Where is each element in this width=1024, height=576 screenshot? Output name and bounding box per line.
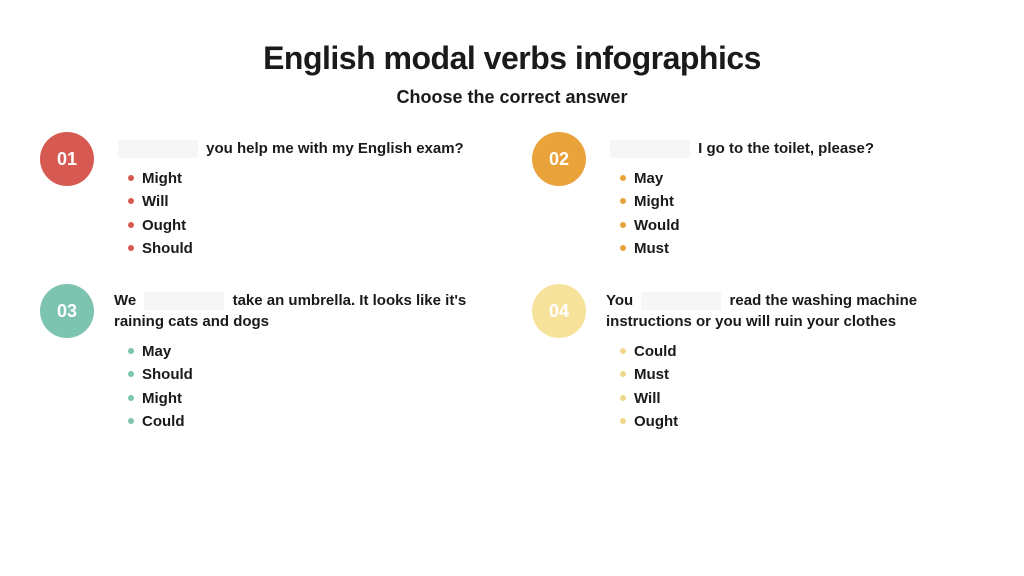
number-badge-4: 04 — [532, 284, 586, 338]
question-item-4: 04 You read the washing machine instruct… — [532, 290, 984, 433]
option-item[interactable]: Ought — [620, 410, 984, 433]
option-item[interactable]: Ought — [128, 214, 492, 237]
page-title: English modal verbs infographics — [40, 40, 984, 77]
number-badge-3: 03 — [40, 284, 94, 338]
question-item-2: 02 I go to the toilet, please? May Might… — [532, 138, 984, 260]
blank-input-2[interactable] — [610, 140, 690, 158]
blank-input-1[interactable] — [118, 140, 198, 158]
blank-input-4[interactable] — [641, 292, 721, 310]
question-text-1: you help me with my English exam? — [114, 138, 492, 159]
options-list-4: Could Must Will Ought — [606, 340, 984, 433]
option-item[interactable]: Should — [128, 237, 492, 260]
option-item[interactable]: Should — [128, 363, 492, 386]
options-list-2: May Might Would Must — [606, 167, 984, 260]
question-post: I go to the toilet, please? — [694, 140, 874, 157]
options-list-3: May Should Might Could — [114, 340, 492, 433]
question-item-1: 01 you help me with my English exam? Mig… — [40, 138, 492, 260]
question-pre: We — [114, 292, 140, 309]
option-item[interactable]: Will — [128, 190, 492, 213]
option-item[interactable]: Could — [128, 410, 492, 433]
option-item[interactable]: Might — [128, 167, 492, 190]
option-item[interactable]: Would — [620, 214, 984, 237]
question-post: you help me with my English exam? — [202, 140, 464, 157]
question-text-2: I go to the toilet, please? — [606, 138, 984, 159]
question-text-4: You read the washing machine instruction… — [606, 290, 984, 332]
question-content-1: you help me with my English exam? Might … — [114, 138, 492, 260]
number-badge-1: 01 — [40, 132, 94, 186]
option-item[interactable]: May — [128, 340, 492, 363]
header: English modal verbs infographics Choose … — [40, 40, 984, 108]
number-badge-2: 02 — [532, 132, 586, 186]
page-subtitle: Choose the correct answer — [40, 87, 984, 108]
option-item[interactable]: Might — [620, 190, 984, 213]
option-item[interactable]: Must — [620, 237, 984, 260]
question-item-3: 03 We take an umbrella. It looks like it… — [40, 290, 492, 433]
option-item[interactable]: Could — [620, 340, 984, 363]
option-item[interactable]: Might — [128, 387, 492, 410]
options-list-1: Might Will Ought Should — [114, 167, 492, 260]
question-content-2: I go to the toilet, please? May Might Wo… — [606, 138, 984, 260]
question-content-3: We take an umbrella. It looks like it's … — [114, 290, 492, 433]
question-pre: You — [606, 292, 637, 309]
question-content-4: You read the washing machine instruction… — [606, 290, 984, 433]
option-item[interactable]: Must — [620, 363, 984, 386]
questions-grid: 01 you help me with my English exam? Mig… — [40, 138, 984, 433]
question-text-3: We take an umbrella. It looks like it's … — [114, 290, 492, 332]
option-item[interactable]: Will — [620, 387, 984, 410]
blank-input-3[interactable] — [144, 292, 224, 310]
option-item[interactable]: May — [620, 167, 984, 190]
